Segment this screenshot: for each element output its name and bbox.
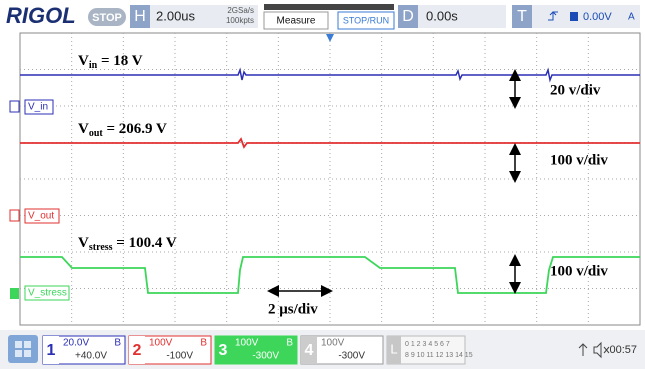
channel-offset: -300V <box>338 351 365 362</box>
channel-scale: 100V <box>235 338 259 349</box>
ch3-label: V_stress <box>28 288 67 299</box>
channel-offset: +40.0V <box>75 351 107 362</box>
ch2-label: V_out <box>28 211 54 222</box>
ch3-marker <box>10 288 19 299</box>
trigger-level: 0.00V <box>583 11 612 23</box>
logic-row2: 8 9 10 11 12 13 14 15 <box>405 352 473 359</box>
value: = 18 V <box>97 53 143 69</box>
delay: 0.00s <box>426 8 458 23</box>
ch1-scale-note: 20 v/div <box>550 82 601 98</box>
channel-number: 1 <box>47 342 56 359</box>
channel-number: 3 <box>219 342 228 359</box>
channel-bandwidth: B <box>200 338 207 349</box>
clock: 00:57 <box>609 344 637 356</box>
symbol: V <box>78 53 89 69</box>
ch1-marker <box>10 101 19 112</box>
measure-label: Measure <box>277 16 316 27</box>
page: RIGOL STOP H 2.00us 2GSa/s 100kpts Measu… <box>0 0 645 369</box>
t-label: T <box>517 8 527 25</box>
ch1-label: V_in <box>28 102 48 113</box>
sample-rate: 2GSa/s <box>227 6 254 15</box>
vin-annotation: Vin = 18 V <box>78 53 143 71</box>
brand: RIGOL <box>6 3 76 28</box>
subscript: stress <box>89 242 113 253</box>
memory-depth: 100kpts <box>226 16 254 25</box>
run-state: STOP <box>92 12 122 24</box>
symbol: V <box>78 121 89 137</box>
channel-scale: 100V <box>149 338 173 349</box>
channel-bandwidth: B <box>114 338 121 349</box>
menu-button[interactable] <box>8 335 38 363</box>
memory-bar <box>264 4 394 10</box>
time-scale-note: 2 μs/div <box>268 301 318 317</box>
run-label: STOP/RUN <box>343 15 389 25</box>
symbol: V <box>78 235 89 251</box>
ch3-scale-note: 100 v/div <box>550 263 608 279</box>
d-label: D <box>402 8 414 25</box>
ch2-marker <box>10 210 19 221</box>
channel-scale: 20.0V <box>63 338 89 349</box>
channel-bandwidth: B <box>286 338 293 349</box>
channel-offset: -100V <box>166 351 193 362</box>
subscript: out <box>89 128 104 139</box>
channel-number: 2 <box>133 342 142 359</box>
channel-offset: -300V <box>252 351 279 362</box>
scope-screen: RIGOL STOP H 2.00us 2GSa/s 100kpts Measu… <box>0 0 645 369</box>
ch2-scale-note: 100 v/div <box>550 152 608 168</box>
logic-row1: 0 1 2 3 4 5 6 7 <box>405 341 450 348</box>
trigger-mode: A <box>628 12 635 23</box>
timebase: 2.00us <box>156 8 196 23</box>
channel-number: 4 <box>305 342 314 359</box>
value: = 206.9 V <box>103 121 167 137</box>
value: = 100.4 V <box>113 235 177 251</box>
h-label: H <box>134 8 146 25</box>
channel-scale: 100V <box>321 338 345 349</box>
trigger-source-icon <box>570 12 578 21</box>
logic-label: L <box>390 341 397 356</box>
